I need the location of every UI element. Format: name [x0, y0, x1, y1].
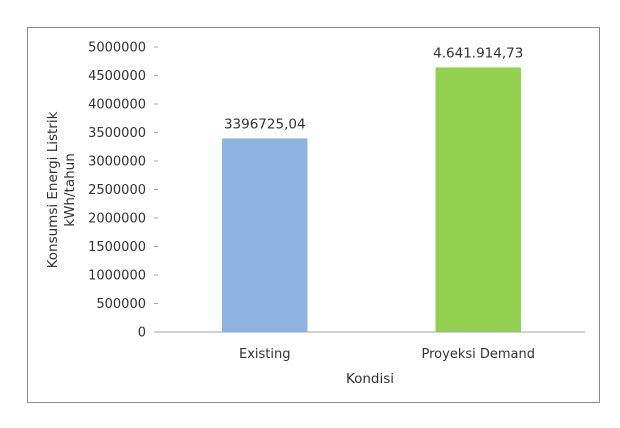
y-axis-title-line-2: kWh/tahun [62, 153, 78, 227]
y-tick-label: 0 [138, 326, 146, 341]
y-tick-label: 3500000 [88, 126, 146, 141]
x-tick-label: Proyeksi Demand [422, 347, 536, 362]
y-tick-label: 2500000 [88, 183, 146, 198]
bar-existing [222, 138, 308, 332]
y-tick-label: 4000000 [88, 98, 146, 113]
bar-proyeksi-demand [435, 67, 521, 332]
y-axis-title-line-1: Konsumsi Energi Listrik [45, 111, 61, 268]
data-label: 3396725,04 [224, 116, 306, 132]
y-tick-label: 1000000 [88, 269, 146, 284]
y-tick-label: 2000000 [88, 212, 146, 227]
y-tick-label: 4500000 [88, 69, 146, 84]
y-axis-title: Konsumsi Energi Listrik kWh/tahun [45, 111, 78, 268]
x-axis-title: Kondisi [346, 371, 394, 387]
y-tick-label: 5000000 [88, 41, 146, 56]
y-tick-label: 1500000 [88, 240, 146, 255]
data-label: 4.641.914,73 [433, 45, 523, 61]
x-tick-label: Existing [239, 347, 291, 362]
y-tick-label: 3000000 [88, 155, 146, 170]
y-tick-label: 500000 [96, 297, 146, 312]
